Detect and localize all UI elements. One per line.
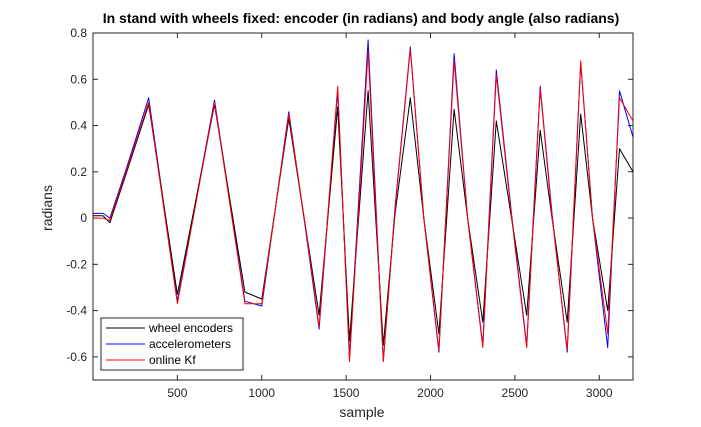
y-axis-label: radians [39,185,55,231]
series-lines [93,39,634,362]
legend: wheel encoders accelerometers online Kf [100,317,244,371]
y-tick-label: -0.4 [66,304,87,318]
x-tick-label: 2500 [502,386,529,400]
y-tick-label: -0.2 [66,257,87,271]
y-axis-ticks: -0.6 -0.4 -0.2 0 0.2 0.4 0.6 0.8 [66,26,633,364]
legend-label-accelerometers: accelerometers [149,337,231,351]
y-tick-label: 0.4 [70,119,87,133]
x-tick-label: 1500 [333,386,360,400]
y-tick-label: 0.2 [70,165,87,179]
x-axis-ticks: 500 1000 1500 2000 2500 3000 [167,33,613,400]
x-axis-label: sample [339,404,384,420]
x-tick-label: 2000 [417,386,444,400]
y-tick-label: 0 [80,211,87,225]
legend-label-wheel-encoders: wheel encoders [148,321,233,335]
series-line-wheel-encoders [93,90,634,346]
chart-title: In stand with wheels fixed: encoder (in … [103,10,620,26]
y-tick-label: 0.8 [70,26,87,40]
x-tick-label: 1000 [248,386,275,400]
x-tick-label: 500 [167,386,187,400]
y-tick-label: 0.6 [70,72,87,86]
legend-label-online-kf: online Kf [149,353,196,367]
series-line-online-kf [93,48,634,362]
y-tick-label: -0.6 [66,350,87,364]
x-tick-label: 3000 [586,386,613,400]
